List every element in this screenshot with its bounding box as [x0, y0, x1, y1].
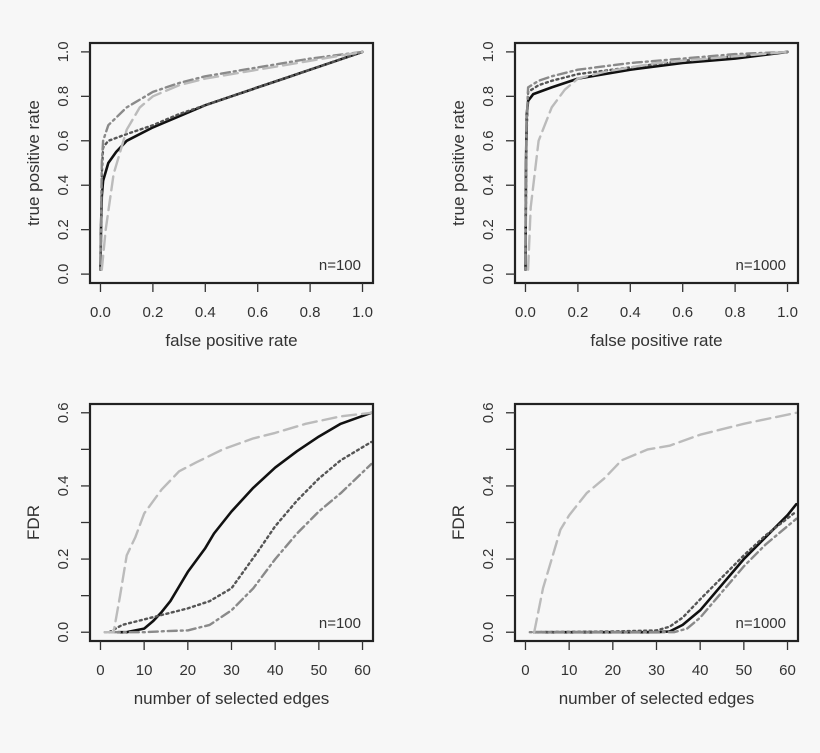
series-line-longdash: [526, 50, 789, 271]
x-axis-label: false positive rate: [165, 331, 297, 350]
series-line-solid: [532, 502, 798, 634]
y-tick-label: 0.0: [480, 622, 497, 643]
x-tick-label: 0.4: [620, 304, 641, 321]
y-tick-label: 0.0: [480, 264, 497, 285]
series-line-solid: [116, 411, 373, 634]
plot-box: [88, 402, 375, 643]
x-tick-label: 0.4: [195, 304, 216, 321]
x-tick-label: 0.6: [672, 304, 693, 321]
series-line-dotdash: [524, 50, 789, 271]
y-axis-label: true positive rate: [449, 100, 468, 226]
y-tick-label: 0.2: [480, 219, 497, 240]
x-tick-label: 30: [223, 662, 240, 679]
y-tick-label: 1.0: [55, 41, 72, 62]
y-tick-label: 0.0: [55, 622, 72, 643]
x-tick-label: 0.0: [90, 304, 111, 321]
y-tick-label: 0.4: [55, 475, 72, 496]
x-axis-label: false positive rate: [590, 331, 722, 350]
y-axis-label: FDR: [24, 505, 43, 540]
x-tick-label: 10: [136, 662, 153, 679]
panel-1: 0.0 0.2 0.4 0.6 0.8 1.0 0.0 0.2 0.4 0.6 0.8 1.0 fals…: [24, 41, 375, 350]
series-line-longdash: [103, 411, 373, 634]
x-tick-label: 0.2: [142, 304, 163, 321]
sample-size-annotation: n=100: [319, 615, 361, 632]
y-tick-label: 0.8: [55, 86, 72, 107]
y-tick-label: 0.4: [480, 475, 497, 496]
x-tick-label: 0.2: [567, 304, 588, 321]
x-tick-label: 60: [779, 662, 796, 679]
x-tick-label: 0.8: [300, 304, 321, 321]
sample-size-annotation: n=1000: [736, 615, 786, 632]
series-line-dotted: [533, 510, 798, 634]
x-tick-label: 20: [179, 662, 196, 679]
x-tick-label: 0.6: [247, 304, 268, 321]
x-tick-label: 30: [648, 662, 665, 679]
sample-size-annotation: n=100: [319, 257, 361, 274]
x-tick-label: 40: [267, 662, 284, 679]
panel-2: 0.0 0.2 0.4 0.6 0.8 1.0 0.0 0.2 0.4 0.6 0.8 1.0 fals…: [449, 41, 800, 350]
x-tick-label: 50: [311, 662, 328, 679]
plot-box: [513, 41, 800, 285]
x-axis-label: number of selected edges: [559, 689, 755, 708]
y-tick-label: 0.2: [55, 219, 72, 240]
y-tick-label: 0.6: [480, 402, 497, 423]
y-tick-label: 0.6: [55, 130, 72, 151]
series-line-solid: [524, 50, 789, 271]
series-line-longdash: [533, 411, 798, 634]
sample-size-annotation: n=1000: [736, 257, 786, 274]
x-tick-label: 10: [561, 662, 578, 679]
x-tick-label: 1.0: [352, 304, 373, 321]
panel-3: 0 10 20 30 40 50 60 0.0 0.2 0.4 0.6 number of selec…: [24, 402, 375, 708]
y-tick-label: 0.6: [55, 402, 72, 423]
series-line-dotdash: [99, 50, 364, 271]
series-line-dotted: [524, 50, 789, 271]
x-axis-label: number of selected edges: [134, 689, 330, 708]
series-line-dotted: [108, 440, 373, 634]
panel-4: 0 10 20 30 40 50 60 0.0 0.2 0.4 0.6 number of selec…: [449, 402, 800, 708]
x-tick-label: 0: [521, 662, 529, 679]
plot-box: [513, 402, 800, 643]
series-line-solid: [99, 50, 364, 271]
x-tick-label: 60: [354, 662, 371, 679]
y-tick-label: 0.8: [480, 86, 497, 107]
series-line-dotdash: [103, 462, 373, 634]
y-tick-label: 0.0: [55, 264, 72, 285]
series-line-longdash: [100, 50, 364, 271]
x-tick-label: 0: [96, 662, 104, 679]
series-line-dotdash: [528, 517, 798, 634]
plot-box: [88, 41, 375, 285]
y-axis-label: FDR: [449, 505, 468, 540]
x-tick-label: 20: [604, 662, 621, 679]
x-tick-label: 50: [736, 662, 753, 679]
x-tick-label: 40: [692, 662, 709, 679]
y-tick-label: 1.0: [480, 41, 497, 62]
x-tick-label: 1.0: [777, 304, 798, 321]
x-tick-label: 0.0: [515, 304, 536, 321]
x-tick-label: 0.8: [725, 304, 746, 321]
series-line-dotted: [99, 50, 364, 271]
y-tick-label: 0.4: [55, 175, 72, 196]
y-tick-label: 0.2: [55, 549, 72, 570]
y-tick-label: 0.4: [480, 175, 497, 196]
y-tick-label: 0.6: [480, 130, 497, 151]
y-axis-label: true positive rate: [24, 100, 43, 226]
y-tick-label: 0.2: [480, 549, 497, 570]
